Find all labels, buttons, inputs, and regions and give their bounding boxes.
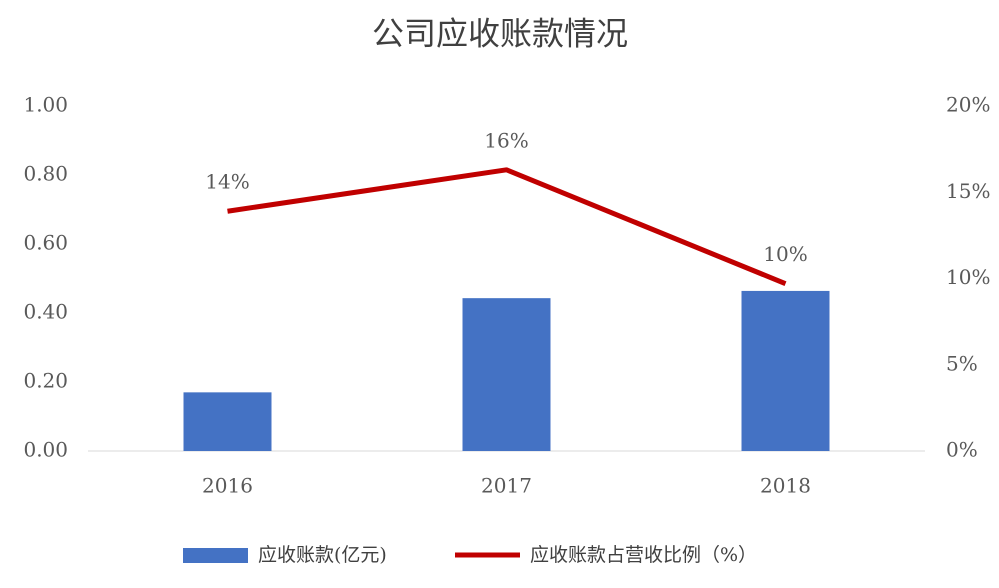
y2-tick-label: 15%	[946, 179, 990, 203]
y2-tick-label: 0%	[946, 438, 978, 462]
bar	[741, 290, 830, 451]
x-tick-label: 2016	[202, 474, 253, 498]
bar	[462, 298, 551, 451]
x-tick-label: 2018	[760, 474, 811, 498]
legend-label: 应收账款占营收比例（%）	[530, 544, 757, 566]
y-tick-label: 1.00	[23, 93, 68, 117]
y2-tick-label: 20%	[946, 93, 990, 117]
y-tick-label: 0.00	[23, 438, 68, 462]
y-tick-label: 0.40	[23, 300, 68, 324]
line	[227, 167, 787, 286]
legend-label: 应收账款(亿元)	[258, 544, 387, 566]
y-tick-label: 0.20	[23, 369, 68, 393]
bar	[183, 392, 272, 451]
data-label: 16%	[484, 128, 528, 152]
chart-title: 公司应收账款情况	[372, 15, 628, 53]
x-tick-label: 2017	[481, 474, 532, 498]
y2-tick-label: 10%	[946, 265, 990, 289]
legend-swatch	[183, 548, 248, 563]
y-tick-label: 0.80	[23, 162, 68, 186]
data-label: 14%	[205, 170, 249, 194]
y-tick-label: 0.60	[23, 231, 68, 255]
data-label: 10%	[763, 242, 807, 266]
y2-tick-label: 5%	[946, 351, 978, 375]
